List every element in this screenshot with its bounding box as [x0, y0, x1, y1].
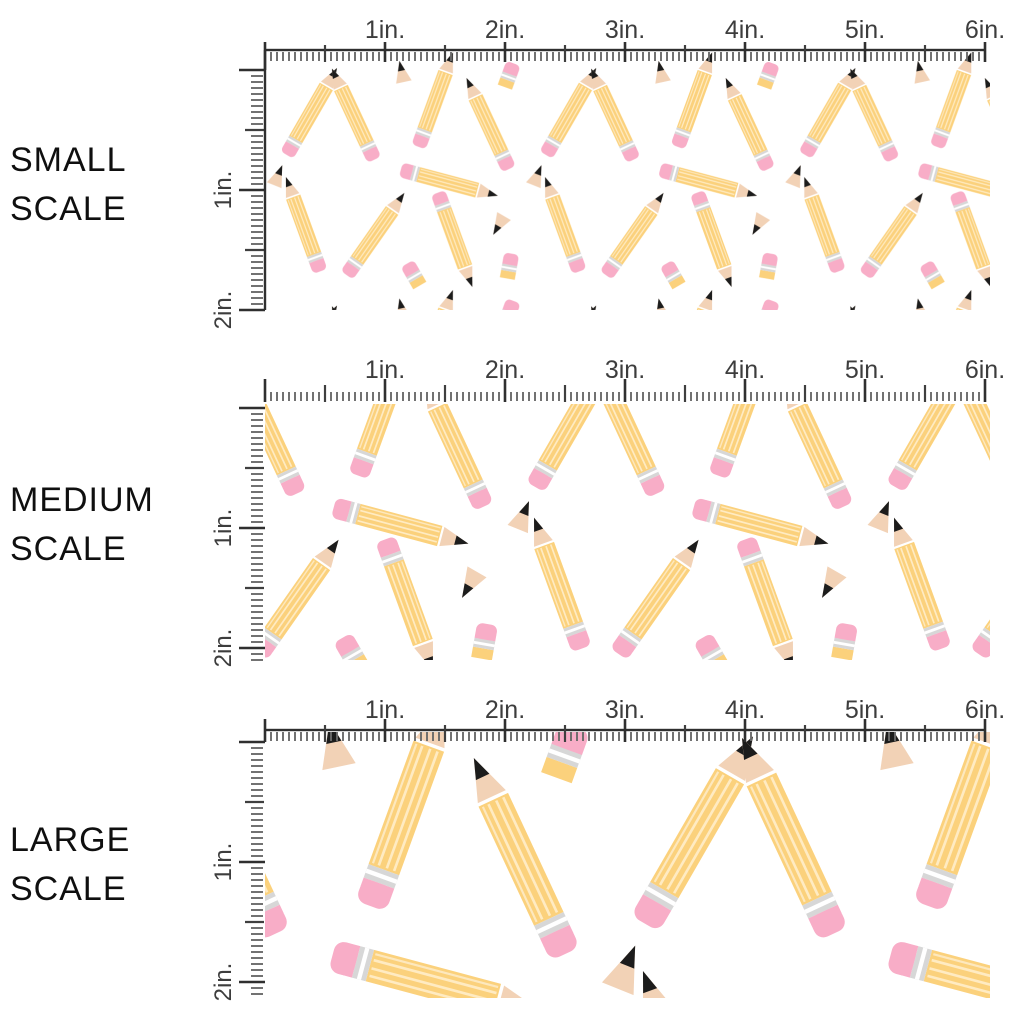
h-ruler-label-4in: 4in.	[724, 696, 766, 724]
fabric-pattern-swatch	[265, 52, 990, 310]
scale-label-line1: MEDIUM	[10, 481, 154, 519]
scale-label-large: LARGE SCALE	[10, 816, 130, 914]
h-ruler-label-1in: 1in.	[364, 696, 406, 724]
fabric-pattern-swatch	[265, 404, 990, 660]
h-ruler-label-6in: 6in.	[964, 696, 1006, 724]
scale-label-line2: SCALE	[10, 870, 127, 908]
h-ruler-label-5in: 5in.	[844, 356, 886, 384]
pattern-and-ruler-large	[239, 719, 990, 998]
fabric-pattern-swatch	[265, 732, 990, 998]
h-ruler-label-3in: 3in.	[604, 696, 646, 724]
h-ruler-label-2in: 2in.	[484, 356, 526, 384]
horizontal-ruler	[263, 719, 987, 742]
scale-label-medium: MEDIUM SCALE	[10, 476, 154, 574]
vertical-ruler	[239, 50, 267, 312]
h-ruler-label-1in: 1in.	[364, 16, 406, 44]
h-ruler-label-4in: 4in.	[724, 16, 766, 44]
v-ruler-label-1in: 1in.	[210, 170, 237, 210]
h-ruler-label-1in: 1in.	[364, 356, 406, 384]
horizontal-ruler	[263, 379, 987, 402]
scale-label-line1: LARGE	[10, 821, 131, 859]
scale-label-small: SMALL SCALE	[10, 136, 127, 234]
pattern-and-ruler-medium	[239, 379, 990, 661]
v-ruler-label-2in: 2in.	[210, 962, 237, 1002]
v-ruler-label-2in: 2in.	[210, 290, 237, 330]
h-ruler-label-6in: 6in.	[964, 16, 1006, 44]
v-ruler-label-1in: 1in.	[210, 842, 237, 882]
scale-label-line2: SCALE	[10, 190, 127, 228]
vertical-ruler	[239, 406, 265, 661]
h-ruler-label-2in: 2in.	[484, 696, 526, 724]
pattern-and-ruler-small	[239, 42, 990, 312]
h-ruler-label-5in: 5in.	[844, 696, 886, 724]
v-ruler-label-2in: 2in.	[210, 628, 237, 668]
h-ruler-label-4in: 4in.	[724, 356, 766, 384]
h-ruler-label-5in: 5in.	[844, 16, 886, 44]
h-ruler-label-3in: 3in.	[604, 16, 646, 44]
panel-small-scale: SMALL SCALE 1in. 2in. 3in. 4in. 5in. 6in…	[0, 0, 1024, 340]
scale-label-line2: SCALE	[10, 530, 127, 568]
vertical-ruler	[239, 740, 265, 995]
h-ruler-label-3in: 3in.	[604, 356, 646, 384]
h-ruler-label-2in: 2in.	[484, 16, 526, 44]
horizontal-ruler	[263, 42, 987, 70]
scale-label-line1: SMALL	[10, 141, 127, 179]
panel-large-scale: LARGE SCALE 1in. 2in. 3in. 4in. 5in. 6in…	[0, 680, 1024, 1024]
panel-medium-scale: MEDIUM SCALE 1in. 2in. 3in. 4in. 5in. 6i…	[0, 340, 1024, 680]
v-ruler-label-1in: 1in.	[210, 508, 237, 548]
h-ruler-label-6in: 6in.	[964, 356, 1006, 384]
